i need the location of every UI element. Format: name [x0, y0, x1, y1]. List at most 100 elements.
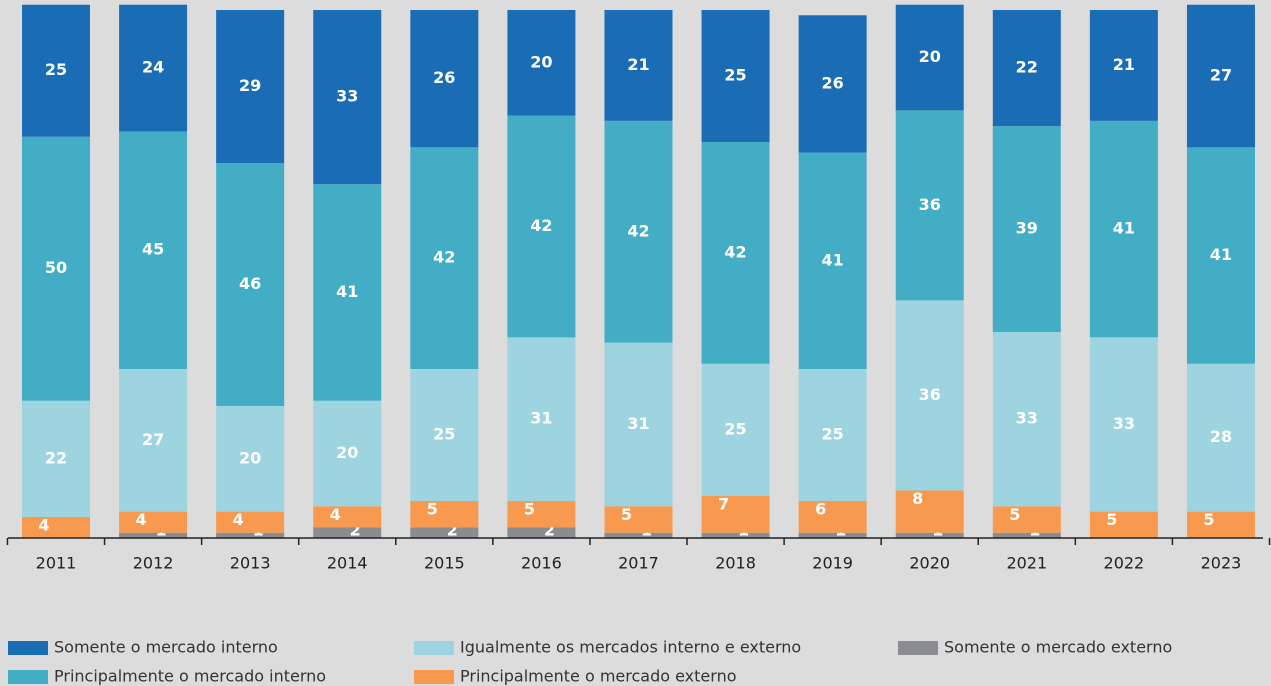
value-label: 22	[45, 448, 67, 467]
x-tick-label: 2011	[36, 554, 77, 573]
value-label: 25	[433, 425, 455, 444]
bar-segment	[1186, 147, 1255, 364]
value-label: 4	[233, 510, 244, 529]
bar-segment	[1186, 4, 1255, 148]
bar-segment	[701, 142, 770, 364]
bar-segment	[22, 516, 90, 538]
bar-segment	[410, 501, 479, 528]
bar-segment	[1089, 120, 1158, 338]
legend-label: Principalmente o mercado interno	[54, 667, 326, 686]
x-tick-label: 2013	[230, 554, 271, 573]
value-label: 41	[822, 250, 844, 269]
bar-segment	[507, 10, 576, 116]
value-label: 5	[524, 500, 535, 519]
value-label: 2	[447, 521, 458, 540]
value-label: 41	[1210, 245, 1232, 264]
bar-segment	[507, 115, 576, 338]
value-label: 26	[822, 73, 844, 92]
value-label: 42	[724, 242, 746, 261]
bar-segment	[992, 126, 1061, 333]
bar-segment	[313, 506, 382, 528]
value-label: 21	[627, 55, 649, 74]
bar-segment	[119, 4, 188, 132]
value-label: 39	[1016, 219, 1038, 238]
bar-segment	[313, 10, 382, 185]
bar-segment	[410, 147, 479, 370]
value-label: 42	[627, 221, 649, 240]
value-label: 20	[336, 443, 358, 462]
value-label: 33	[1113, 414, 1135, 433]
x-tick-label: 2012	[133, 554, 174, 573]
value-label: 25	[45, 60, 67, 79]
value-label: 25	[724, 419, 746, 438]
legend-label: Somente o mercado interno	[54, 638, 278, 657]
legend-label: Igualmente os mercados interno e externo	[460, 638, 801, 657]
value-label: 5	[621, 505, 632, 524]
bar-segment	[895, 300, 964, 491]
bar-segment	[22, 136, 90, 401]
x-tick-label: 2015	[424, 554, 465, 573]
x-tick-label: 2014	[327, 554, 368, 573]
legend-swatch	[8, 641, 48, 655]
bar-segment	[119, 511, 188, 533]
bar-segment	[1089, 10, 1158, 121]
x-tick-label: 2019	[812, 554, 853, 573]
x-tick-label: 2018	[715, 554, 756, 573]
bar-segment	[216, 532, 285, 538]
value-label: 24	[142, 58, 164, 77]
bar-segment	[895, 532, 964, 538]
bar-segment	[701, 495, 770, 533]
bar-segment	[604, 506, 673, 533]
bar-segment	[507, 337, 576, 502]
value-label: 33	[1016, 409, 1038, 428]
x-tick-label: 2023	[1201, 554, 1242, 573]
value-label: 5	[427, 500, 438, 519]
bar-segment	[798, 532, 867, 538]
value-label: 2	[350, 521, 361, 540]
x-tick-label: 2021	[1006, 554, 1047, 573]
bar-segment	[216, 511, 285, 533]
bar-segment	[1186, 511, 1255, 538]
bar-segment	[798, 15, 867, 153]
value-label: 6	[815, 500, 826, 519]
value-label: 31	[530, 409, 552, 428]
value-label: 41	[1113, 219, 1135, 238]
value-label: 27	[142, 430, 164, 449]
value-label: 20	[919, 47, 941, 66]
value-label: 5	[1203, 510, 1214, 529]
value-label: 20	[239, 448, 261, 467]
bar-segment	[410, 527, 479, 538]
bar-segment	[701, 363, 770, 496]
bar-segment	[895, 110, 964, 301]
value-label: 7	[718, 494, 729, 513]
value-label: 27	[1210, 66, 1232, 85]
value-label: 4	[38, 515, 49, 534]
bar-segment	[798, 369, 867, 502]
legend-label: Principalmente o mercado externo	[460, 667, 737, 686]
bar-segment	[410, 10, 479, 148]
value-label: 31	[627, 414, 649, 433]
bar-segment	[895, 490, 964, 533]
legend-swatch	[898, 641, 938, 655]
value-label: 28	[1210, 427, 1232, 446]
value-label: 29	[239, 76, 261, 95]
x-tick-label: 2016	[521, 554, 562, 573]
value-label: 20	[530, 52, 552, 71]
bar-segment	[216, 406, 285, 512]
bar-segment	[216, 10, 285, 164]
x-tick-label: 2022	[1104, 554, 1145, 573]
bar-segment	[313, 184, 382, 401]
legend-swatch	[414, 641, 454, 655]
bar-segment	[992, 332, 1061, 507]
bar-segment	[119, 131, 188, 370]
bar-segment	[507, 501, 576, 528]
bar-segment	[507, 527, 576, 538]
bar-segment	[119, 532, 188, 538]
value-label: 4	[136, 510, 147, 529]
bar-segment	[119, 369, 188, 512]
value-label: 50	[45, 258, 67, 277]
bar-segment	[701, 532, 770, 538]
legend-swatch	[8, 670, 48, 684]
bar-segment	[895, 4, 964, 111]
